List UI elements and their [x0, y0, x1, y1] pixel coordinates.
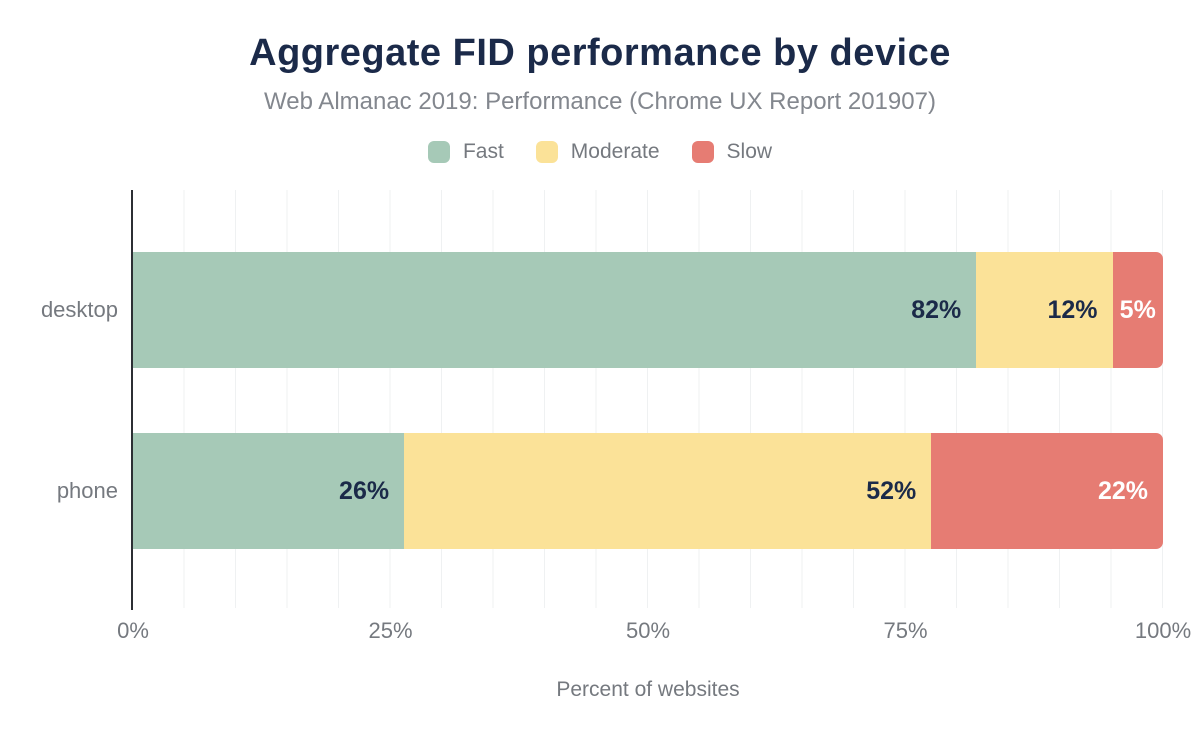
y-axis-label-desktop: desktop — [40, 297, 118, 322]
legend: Fast Moderate Slow — [0, 140, 1200, 164]
bar-phone: 26% 52% 22% — [133, 433, 1163, 549]
value-label-phone-fast: 26% — [339, 476, 390, 505]
value-label-phone-moderate: 52% — [866, 476, 917, 505]
legend-swatch-fast-icon — [427, 141, 450, 163]
value-label-desktop-fast: 82% — [911, 295, 962, 324]
legend-item-moderate[interactable]: Moderate — [535, 140, 660, 164]
legend-item-slow[interactable]: Slow — [691, 140, 773, 164]
x-tick-50: 50% — [625, 618, 671, 643]
x-axis-ticks: 0% 25% 50% 75% 100% — [117, 618, 1191, 644]
bar-segment-desktop-moderate[interactable]: 12% — [976, 252, 1113, 368]
legend-swatch-moderate-icon — [535, 141, 558, 163]
y-axis-line — [131, 190, 133, 610]
chart-subtitle: Web Almanac 2019: Performance (Chrome UX… — [264, 88, 936, 115]
x-axis-title: Percent of websites — [556, 678, 740, 701]
plot-area: 82% 12% 5% 26% 52% 22% — [131, 190, 1163, 610]
value-label-phone-slow: 22% — [1097, 476, 1148, 505]
legend-item-fast[interactable]: Fast — [427, 140, 504, 164]
bar-segment-desktop-slow[interactable]: 5% — [1112, 252, 1163, 368]
x-tick-0: 0% — [117, 618, 149, 643]
bar-segment-phone-fast[interactable]: 26% — [133, 433, 405, 549]
bar-desktop: 82% 12% 5% — [133, 252, 1163, 368]
y-axis-label-phone: phone — [56, 478, 118, 503]
x-tick-25: 25% — [368, 618, 413, 643]
chart-title: Aggregate FID performance by device — [249, 32, 951, 74]
legend-label-fast: Fast — [462, 140, 504, 163]
value-label-desktop-moderate: 12% — [1047, 295, 1098, 324]
bar-segment-phone-slow[interactable]: 22% — [931, 433, 1163, 549]
legend-label-slow: Slow — [726, 140, 773, 163]
bar-segment-desktop-fast[interactable]: 82% — [133, 252, 977, 368]
x-tick-75: 75% — [883, 618, 928, 643]
value-label-desktop-slow: 5% — [1119, 295, 1156, 324]
legend-label-moderate: Moderate — [570, 140, 660, 163]
legend-swatch-slow-icon — [691, 141, 714, 163]
x-tick-100: 100% — [1134, 618, 1192, 643]
bar-segment-phone-moderate[interactable]: 52% — [404, 433, 932, 549]
